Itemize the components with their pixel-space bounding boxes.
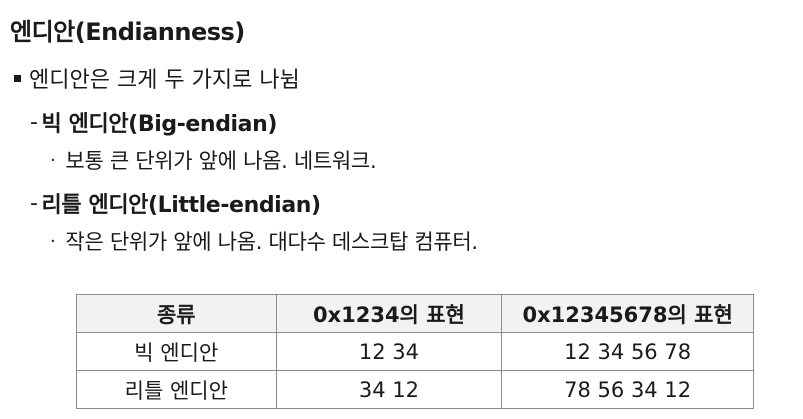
section-desc-little-endian: · 작은 단위가 앞에 나옴. 대다수 데스크탑 컴퓨터. xyxy=(50,226,478,256)
table-header-cell: 0x1234의 표현 xyxy=(275,294,503,333)
section-heading-big-endian: - 빅 엔디안(Big-endian) xyxy=(30,106,277,138)
table-header-cell: 종류 xyxy=(76,294,277,333)
section-desc-big-endian: · 보통 큰 단위가 앞에 나옴. 네트워크. xyxy=(50,145,377,175)
desc-text: 작은 단위가 앞에 나옴. 대다수 데스크탑 컴퓨터. xyxy=(65,230,478,254)
square-bullet-icon xyxy=(14,74,21,82)
dot-bullet: · xyxy=(50,149,56,171)
table-cell: 78 56 34 12 xyxy=(501,370,754,409)
table-header-row: 종류 0x1234의 표현 0x12345678의 표현 xyxy=(76,294,754,333)
intro-text: 엔디안은 크게 두 가지로 나뉨 xyxy=(29,68,300,93)
section-heading-little-endian: - 리틀 엔디안(Little-endian) xyxy=(30,187,321,219)
table-cell: 리틀 엔디안 xyxy=(76,370,277,409)
table-row: 리틀 엔디안 34 12 78 56 34 12 xyxy=(76,370,754,409)
dot-bullet: · xyxy=(50,230,56,252)
table-row: 빅 엔디안 12 34 12 34 56 78 xyxy=(76,332,754,371)
table-cell: 12 34 xyxy=(275,332,503,371)
intro-line: 엔디안은 크게 두 가지로 나뉨 xyxy=(14,62,300,94)
heading-text: 리틀 엔디안(Little-endian) xyxy=(41,193,322,218)
heading-text: 빅 엔디안(Big-endian) xyxy=(41,112,278,137)
dash-marker: - xyxy=(30,109,38,135)
table-cell: 12 34 56 78 xyxy=(501,332,754,371)
endianness-table: 종류 0x1234의 표현 0x12345678의 표현 빅 엔디안 12 34… xyxy=(76,294,754,409)
desc-text: 보통 큰 단위가 앞에 나옴. 네트워크. xyxy=(65,149,377,173)
page-title: 엔디안(Endianness) xyxy=(10,18,245,46)
dash-marker: - xyxy=(30,190,38,216)
table-cell: 빅 엔디안 xyxy=(76,332,277,371)
table-header-cell: 0x12345678의 표현 xyxy=(501,294,754,333)
table-cell: 34 12 xyxy=(275,370,503,409)
